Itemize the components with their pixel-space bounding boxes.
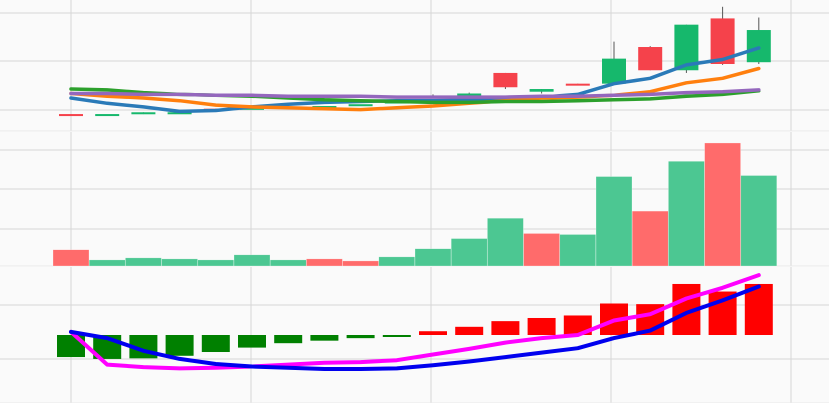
candle-body	[131, 112, 156, 115]
macd-line-2	[69, 284, 761, 371]
candle-body	[565, 83, 590, 86]
volume-bar-18	[668, 161, 705, 267]
volume-bar-11	[414, 248, 452, 267]
volume-bar-20	[740, 175, 778, 267]
price-panel	[0, 0, 829, 132]
macd-histogram-bar-9	[346, 335, 375, 339]
candle-body	[746, 30, 771, 63]
macd-histogram-bar-14	[527, 317, 556, 335]
candlestick-14	[529, 89, 554, 94]
volume-bar-2	[88, 259, 126, 267]
volume-bar-7	[269, 259, 307, 267]
volume-bar-10	[378, 256, 416, 267]
macd-line-1	[69, 273, 761, 371]
volume-bar-3	[125, 257, 162, 267]
volume-bar-9	[342, 260, 379, 267]
candle-body	[167, 112, 192, 115]
candlestick-1	[59, 114, 83, 117]
macd-histogram-bar-20	[744, 283, 773, 335]
volume-bar-19	[704, 142, 741, 267]
panel-background	[0, 267, 829, 403]
candlestick-20	[746, 17, 771, 64]
macd-histogram-bar-6	[238, 335, 266, 348]
candle-body	[529, 89, 554, 92]
candlestick-18	[674, 24, 699, 73]
volume-bar-13	[487, 217, 524, 267]
candlestick-9	[348, 104, 373, 107]
macd-histogram-bar-10	[382, 335, 411, 337]
candle-body	[240, 107, 264, 110]
volume-bar-4	[161, 258, 198, 267]
macd-histogram-bar-7	[274, 335, 303, 344]
moving-average-line-4	[69, 88, 761, 99]
macd-panel	[0, 267, 829, 403]
macd-histogram-bar-5	[201, 335, 230, 353]
macd-histogram-bar-4	[165, 335, 194, 356]
volume-bar-17	[631, 210, 669, 267]
volume-bar-12	[450, 238, 488, 267]
candlestick-13	[493, 72, 518, 90]
volume-bar-8	[306, 258, 343, 267]
candle-body	[457, 93, 482, 96]
candlestick-3	[131, 112, 156, 115]
volume-bar-15	[559, 234, 597, 267]
candlestick-16	[602, 41, 626, 84]
macd-histogram-bar-13	[491, 321, 520, 335]
candlestick-2	[95, 114, 120, 117]
volume-bar-16	[595, 176, 633, 267]
moving-average-line-2	[69, 66, 761, 112]
volume-bar-1	[52, 249, 90, 267]
candlestick-12	[457, 92, 482, 96]
volume-bar-6	[233, 254, 271, 267]
volume-bar-5	[197, 259, 235, 267]
candle-body	[95, 114, 120, 117]
candle-body	[638, 47, 663, 71]
candlestick-17	[638, 46, 663, 71]
volume-panel	[0, 132, 829, 267]
volume-bar-14	[523, 233, 560, 267]
macd-histogram-bar-11	[419, 331, 447, 335]
candle-body	[493, 72, 518, 88]
macd-histogram-bar-12	[455, 326, 484, 335]
macd-histogram-bar-8	[310, 335, 339, 341]
candle-body	[59, 114, 83, 117]
candlestick-15	[565, 83, 590, 86]
candle-body	[602, 58, 626, 84]
candle-body	[348, 104, 373, 107]
candlestick-4	[167, 112, 192, 115]
candlestick-6	[240, 107, 264, 110]
candlestick-19	[710, 6, 735, 65]
panel-background	[0, 0, 829, 131]
